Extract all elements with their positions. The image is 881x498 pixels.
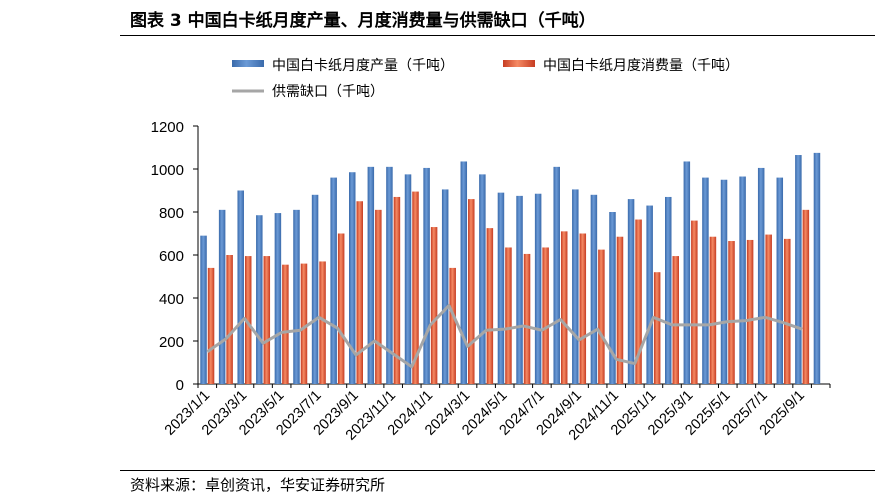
production-bar bbox=[293, 209, 300, 384]
line-layer bbox=[206, 304, 803, 369]
consumption-bar bbox=[375, 209, 382, 384]
y-tick-label: 200 bbox=[159, 334, 184, 351]
production-bar bbox=[386, 166, 393, 384]
gap-line bbox=[206, 304, 803, 369]
chart-title: 图表 3 中国白卡纸月度产量、月度消费量与供需缺口（千吨） bbox=[130, 11, 596, 31]
production-bar bbox=[813, 152, 821, 384]
consumption-bar bbox=[746, 239, 754, 384]
production-bar bbox=[757, 167, 765, 384]
consumption-bar bbox=[784, 238, 791, 384]
consumption-bar bbox=[449, 267, 456, 384]
legend: 中国白卡纸月度产量（千吨） 中国白卡纸月度消费量（千吨） 供需缺口（千吨） bbox=[232, 58, 739, 100]
production-bar bbox=[479, 174, 486, 384]
consumption-bar bbox=[672, 256, 679, 384]
consumption-bar bbox=[282, 264, 289, 384]
production-bar bbox=[200, 235, 207, 384]
production-bar bbox=[683, 161, 691, 384]
production-bar bbox=[516, 195, 523, 384]
production-bar bbox=[534, 193, 542, 384]
consumption-bar bbox=[412, 191, 419, 384]
consumption-bar bbox=[765, 234, 772, 384]
consumption-bar bbox=[319, 261, 326, 384]
legend-consumption-label: 中国白卡纸月度消费量（千吨） bbox=[543, 58, 739, 74]
consumption-bar bbox=[244, 256, 252, 384]
production-bar bbox=[237, 190, 244, 384]
y-tick-label: 1000 bbox=[151, 162, 184, 179]
production-bar bbox=[776, 177, 784, 384]
legend-production-label: 中国白卡纸月度产量（千吨） bbox=[272, 58, 454, 74]
production-bar bbox=[441, 189, 449, 384]
production-bar bbox=[274, 213, 282, 384]
y-tick-label: 0 bbox=[176, 377, 184, 394]
production-bar bbox=[330, 177, 337, 384]
consumption-bar bbox=[486, 228, 494, 384]
production-bar bbox=[720, 179, 728, 384]
consumption-bar bbox=[579, 233, 587, 384]
y-tick-label: 600 bbox=[159, 248, 184, 265]
production-bar bbox=[256, 215, 263, 384]
consumption-bar bbox=[728, 241, 735, 384]
consumption-bar bbox=[226, 255, 233, 384]
production-bar bbox=[627, 199, 635, 384]
y-tick-label: 400 bbox=[159, 291, 184, 308]
source-rule bbox=[120, 470, 875, 471]
production-bar bbox=[646, 205, 653, 384]
consumption-bar bbox=[337, 233, 345, 384]
production-bar bbox=[497, 192, 505, 384]
production-bar bbox=[349, 172, 356, 384]
source-note: 资料来源：卓创资讯，华安证券研究所 bbox=[130, 476, 386, 494]
y-tick-label: 800 bbox=[159, 205, 184, 222]
consumption-bar bbox=[653, 272, 661, 384]
consumption-bar bbox=[635, 219, 642, 384]
production-bar bbox=[572, 189, 579, 384]
production-bar bbox=[590, 194, 598, 384]
consumption-bar bbox=[802, 209, 810, 384]
production-bar bbox=[665, 196, 672, 384]
consumption-bar bbox=[393, 196, 401, 384]
y-tick-label: 1200 bbox=[151, 119, 184, 136]
consumption-bar bbox=[616, 236, 624, 384]
production-bar bbox=[218, 209, 226, 384]
consumption-bar bbox=[263, 256, 271, 384]
consumption-bar bbox=[560, 231, 568, 384]
legend-gap-label: 供需缺口（千吨） bbox=[272, 84, 384, 100]
consumption-bar bbox=[523, 253, 531, 384]
consumption-bar bbox=[430, 227, 438, 384]
production-bar bbox=[553, 166, 560, 384]
production-bar bbox=[460, 161, 468, 384]
axes: 0200400600800100012002023/1/12023/3/1202… bbox=[151, 119, 831, 444]
consumption-bar bbox=[356, 201, 363, 384]
consumption-bar bbox=[505, 247, 512, 384]
legend-consumption-swatch bbox=[503, 60, 535, 67]
production-bar bbox=[311, 194, 319, 384]
production-bar bbox=[739, 176, 746, 384]
production-bar bbox=[367, 166, 375, 384]
consumption-bar bbox=[598, 249, 605, 384]
title-underline bbox=[120, 35, 875, 36]
production-bar bbox=[423, 167, 430, 384]
production-bar bbox=[404, 174, 412, 384]
production-bar bbox=[795, 155, 802, 384]
consumption-bar bbox=[542, 247, 549, 384]
bars bbox=[200, 152, 821, 384]
production-bar bbox=[609, 212, 616, 384]
consumption-bar bbox=[207, 267, 215, 384]
legend-production-swatch bbox=[232, 60, 264, 67]
consumption-bar bbox=[468, 199, 475, 384]
production-bar bbox=[702, 177, 709, 384]
consumption-bar bbox=[300, 263, 308, 384]
consumption-bar bbox=[691, 220, 698, 384]
consumption-bar bbox=[709, 236, 717, 384]
